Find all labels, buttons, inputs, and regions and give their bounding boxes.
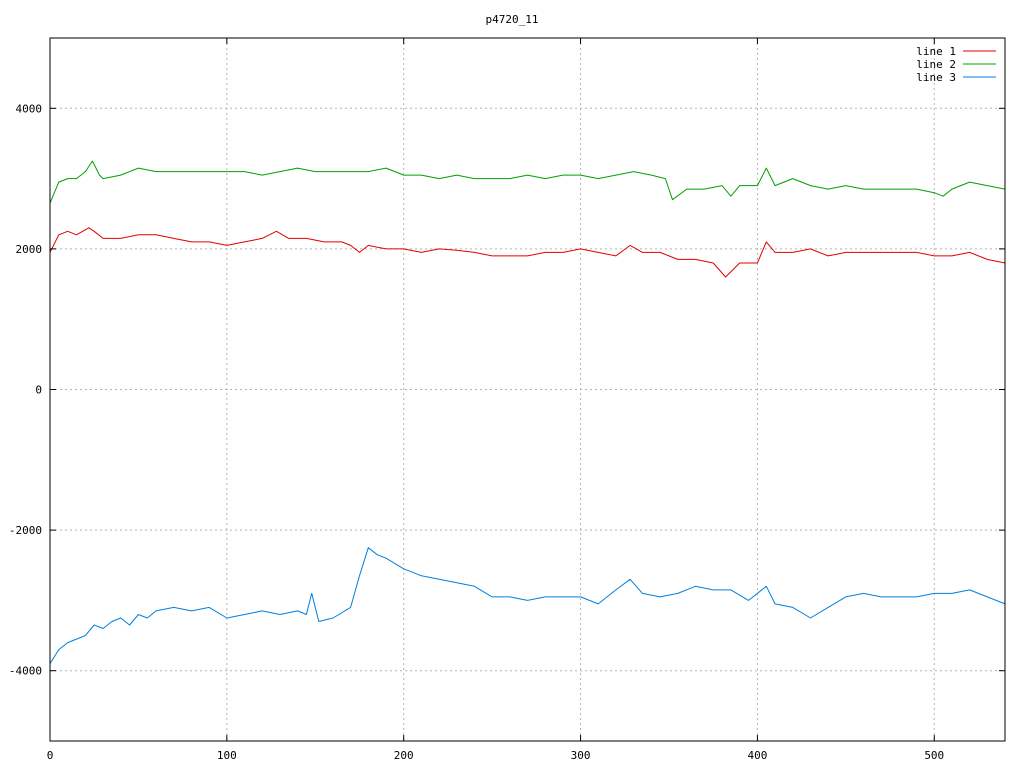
chart-title: p4720_11 bbox=[486, 13, 539, 26]
x-tick-label: 200 bbox=[394, 749, 414, 762]
series-lines bbox=[49, 160, 1006, 664]
series-1-line bbox=[49, 227, 1006, 278]
y-tick-label: -2000 bbox=[9, 524, 42, 537]
y-tick-label: 0 bbox=[35, 384, 42, 397]
x-tick-label: 500 bbox=[924, 749, 944, 762]
y-tick-label: 2000 bbox=[16, 243, 43, 256]
plot-frame bbox=[49, 37, 1006, 742]
x-tick-label: 300 bbox=[571, 749, 591, 762]
x-tick-label: 400 bbox=[747, 749, 767, 762]
legend-entry-label: line 3 bbox=[916, 71, 956, 84]
y-tick-label: -4000 bbox=[9, 665, 42, 678]
x-tick-label: 0 bbox=[47, 749, 54, 762]
series-3-line bbox=[49, 547, 1006, 664]
legend-entry-label: line 2 bbox=[916, 58, 956, 71]
grid bbox=[50, 38, 1005, 741]
axes: 0 100 200 300 400 500 -4000 -2000 0 2000 4000 bbox=[9, 37, 1006, 762]
legend-entry-label: line 1 bbox=[916, 45, 956, 58]
x-tick-label: 100 bbox=[217, 749, 237, 762]
series-2-line bbox=[49, 160, 1006, 204]
y-tick-label: 4000 bbox=[16, 102, 43, 115]
